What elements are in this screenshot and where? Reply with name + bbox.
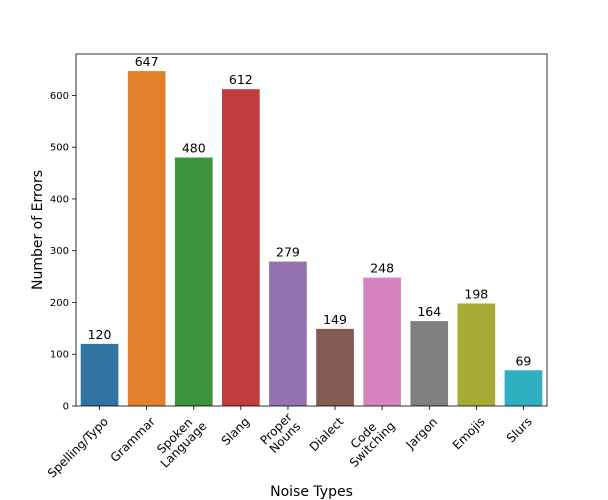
- bar: [504, 370, 543, 406]
- bar: [127, 71, 166, 407]
- x-tick-label: Jargon: [403, 415, 441, 453]
- y-tick-label: 0: [63, 402, 69, 413]
- bars-group: [80, 71, 543, 407]
- x-tick-label-line: Spelling/Typo: [45, 414, 111, 480]
- x-tick-label: SpokenLanguage: [149, 410, 210, 471]
- bar: [457, 303, 496, 406]
- data-labels-group: 120 647 480 612 279 149 248 164 198 69: [88, 54, 532, 368]
- x-tick-label-line: Slang: [219, 414, 253, 448]
- data-label: 120: [88, 327, 112, 342]
- data-label: 69: [515, 353, 531, 368]
- data-label: 198: [464, 287, 488, 302]
- bar: [410, 321, 449, 406]
- x-tick-label: Slang: [219, 414, 253, 448]
- data-label: 248: [370, 261, 394, 276]
- x-tick-label: ProperNouns: [257, 410, 303, 456]
- bar: [222, 89, 260, 406]
- data-label: 279: [276, 245, 300, 260]
- bar: [174, 157, 213, 406]
- x-tick-label: Emojis: [450, 414, 488, 452]
- y-axis: 0 100 200 300 400 500 600: [50, 91, 76, 413]
- y-tick-label: 300: [50, 246, 69, 257]
- x-tick-label-line: Dialect: [307, 414, 347, 454]
- y-tick-label: 200: [50, 298, 69, 309]
- x-tick-label-line: Jargon: [403, 415, 441, 453]
- bar: [269, 261, 307, 406]
- y-tick-label: 400: [50, 194, 69, 205]
- bar: [363, 277, 401, 406]
- y-axis-title: Number of Errors: [30, 170, 46, 290]
- y-tick-label: 500: [50, 143, 69, 154]
- data-label: 647: [135, 54, 159, 69]
- x-axis-title: Noise Types: [270, 484, 353, 500]
- data-label: 164: [417, 304, 441, 319]
- y-tick-label: 100: [50, 350, 69, 361]
- x-tick-label-line: Slurs: [504, 414, 535, 445]
- x-tick-label-line: Emojis: [450, 414, 488, 452]
- y-tick-label: 600: [50, 91, 69, 102]
- bar: [316, 328, 354, 406]
- data-label: 149: [323, 312, 347, 327]
- x-tick-label: CodeSwitching: [338, 410, 398, 470]
- plot-frame: [75, 53, 548, 407]
- x-tick-label: Dialect: [307, 414, 347, 454]
- data-label: 612: [229, 72, 253, 87]
- x-tick-label: Slurs: [504, 414, 535, 445]
- x-tick-label: Grammar: [108, 414, 158, 464]
- x-tick-label-line: Grammar: [108, 414, 158, 464]
- bar: [80, 343, 119, 406]
- data-label: 480: [182, 141, 206, 156]
- x-tick-label: Spelling/Typo: [45, 414, 111, 480]
